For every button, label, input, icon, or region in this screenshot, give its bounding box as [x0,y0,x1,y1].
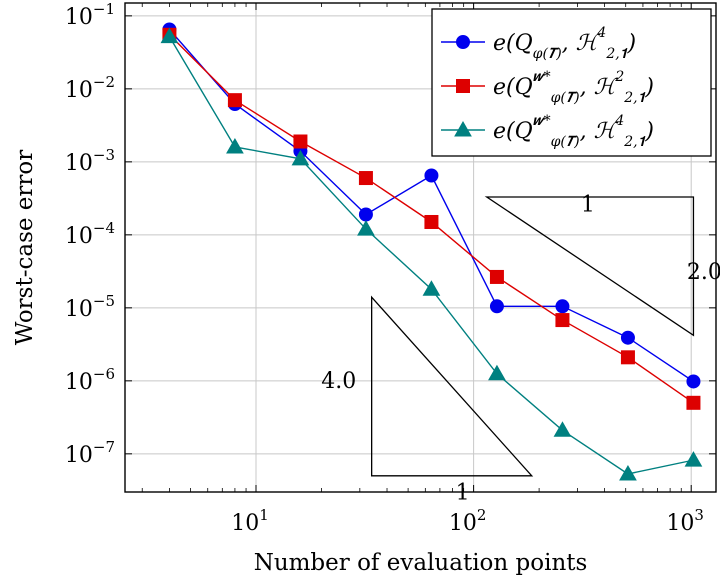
y-tick-label: 10−7 [65,438,115,468]
slope-rise-label: 2.0 [687,260,720,285]
y-tick-label: 10−2 [65,73,115,103]
slope-run-label: 1 [456,481,470,506]
x-tick-label: 101 [231,506,269,536]
legend-box [431,8,712,157]
axis-ticks [125,3,716,492]
series-3 [160,27,703,481]
data-point [553,421,572,437]
data-point [686,374,701,389]
y-tick-label: 10−3 [65,146,115,176]
data-point [291,149,310,166]
data-point [422,280,441,296]
x-axis-title: Number of evaluation points [254,550,588,576]
slope-triangle [371,295,534,477]
series-2 [162,27,701,410]
data-point [160,27,179,44]
legend-marker [456,79,470,93]
data-point [686,395,701,410]
y-tick-label: 10−1 [65,0,115,30]
y-tick-label: 10−5 [65,292,115,322]
slope-triangle [484,196,695,337]
data-point [227,93,242,108]
tick-labels: 101 102 103 10−1 10−2 10−3 10−4 10−5 10−6 10−7 [65,0,704,536]
slope-run-label: 1 [581,192,595,217]
data-point [489,269,504,284]
y-tick-label: 10−6 [65,365,115,395]
data-point [619,464,637,481]
y-axis-title: Worst-case error [12,150,38,346]
x-tick-label: 103 [666,506,704,536]
data-point [555,313,570,328]
slope-rise-label: 4.0 [321,369,356,394]
data-point [488,364,506,381]
slope-triangles: 1 2.0 1 4.0 [321,192,720,505]
plot-area-frame [124,2,717,493]
legend-label: e(Qφ(𝑻), ℋ42,𝟏) [493,25,636,62]
data-point [358,171,373,186]
data-point [620,330,635,345]
y-tick-label: 10−4 [65,219,115,249]
x-tick-label: 102 [449,506,487,536]
data-point [489,299,504,314]
legend: e(Qφ(𝑻), ℋ42,𝟏) e(Q𝒘*φ(𝑻), ℋ22,𝟏) e(Q𝒘*φ(𝑻… [431,8,712,157]
data-point [684,451,703,467]
data-point [424,214,439,229]
data-point [620,350,635,365]
data-point [293,134,308,149]
legend-label: e(Q𝒘*φ(𝑻), ℋ22,𝟏) [493,69,654,106]
data-point [357,220,375,236]
series-layer [160,22,703,481]
data-point [358,207,373,222]
data-point [424,168,439,183]
data-point [555,299,570,314]
legend-marker [456,35,470,49]
legend-label: e(Q𝒘*φ(𝑻), ℋ42,𝟏) [493,113,654,150]
legend-marker [454,120,472,137]
data-point [226,137,244,154]
